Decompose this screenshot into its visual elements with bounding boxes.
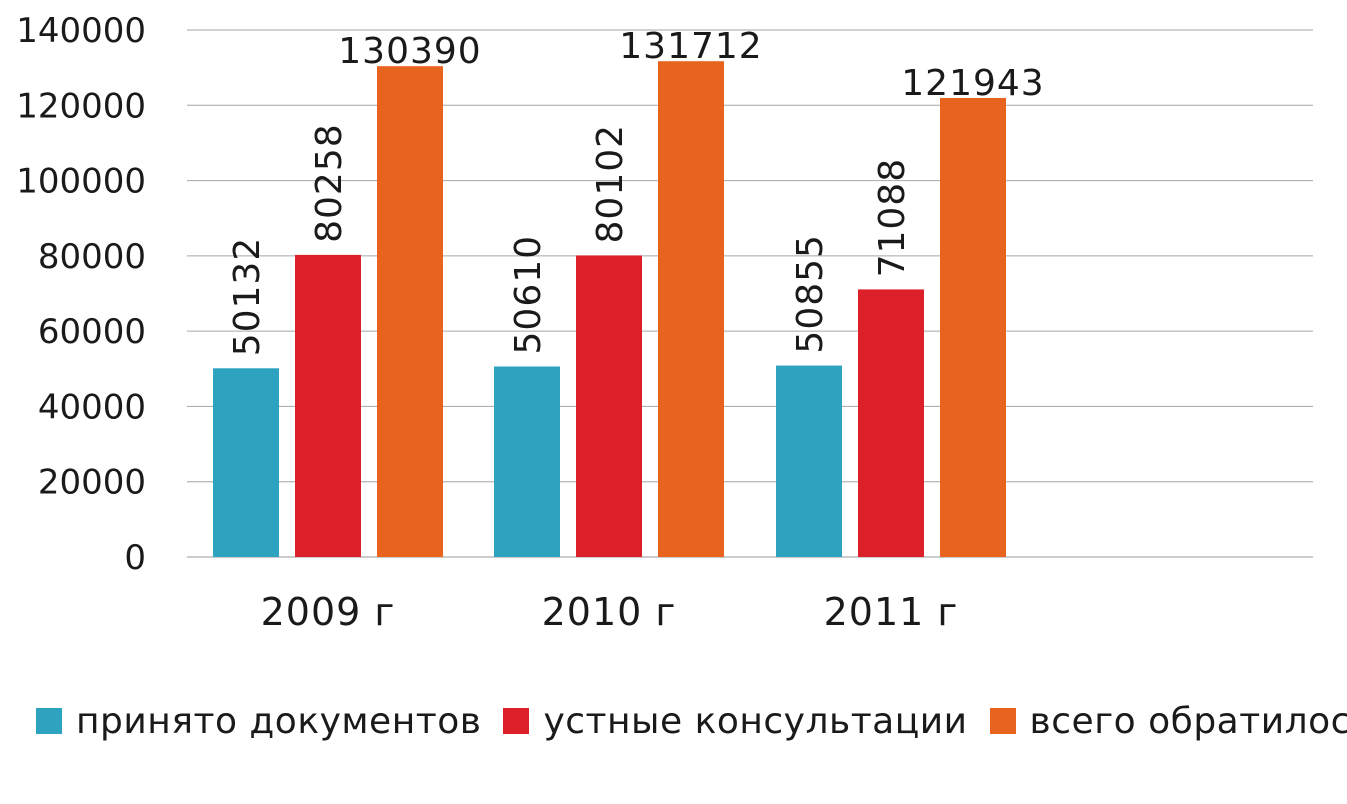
- legend-item: устные консультации: [503, 701, 967, 742]
- data-label: 50132: [227, 237, 268, 357]
- x-tick-label: 2010 г: [542, 590, 677, 634]
- data-label: 50855: [790, 234, 831, 354]
- legend-item: всего обратилось: [989, 700, 1347, 742]
- legend-item: принято документов: [36, 701, 481, 742]
- x-tick-label: 2011 г: [824, 590, 959, 634]
- data-label: 130390: [338, 31, 481, 72]
- legend-label: принято документов: [76, 700, 482, 742]
- data-labels: 50132 80258 130390 50610 80102 131712 50855 710…: [227, 26, 1044, 357]
- x-tick-label: 2009 г: [261, 590, 396, 634]
- data-label: 50610: [508, 235, 549, 355]
- legend-swatch: [503, 708, 530, 734]
- legend-label: устные консультации: [543, 700, 968, 742]
- data-label: 131712: [619, 26, 762, 67]
- bar: [494, 366, 560, 557]
- data-label: 71088: [872, 158, 913, 278]
- y-tick-label: 80000: [38, 237, 146, 277]
- legend-swatch: [989, 708, 1016, 734]
- bar: [940, 97, 1006, 557]
- y-tick-label: 60000: [38, 312, 146, 352]
- y-axis-ticks: 0 20000 40000 60000 80000 100000 120000 140000: [16, 11, 146, 578]
- y-tick-label: 0: [124, 538, 146, 578]
- y-tick-label: 100000: [16, 162, 146, 202]
- bars: [213, 61, 1006, 558]
- legend-label: всего обратилось: [1029, 700, 1347, 742]
- y-tick-label: 40000: [38, 387, 146, 427]
- grid-lines: [187, 29, 1313, 558]
- bar: [776, 365, 842, 557]
- bar: [858, 289, 924, 557]
- bar: [213, 368, 279, 557]
- y-tick-label: 20000: [38, 463, 146, 503]
- data-label: 80258: [309, 123, 350, 243]
- legend-swatch: [36, 708, 62, 734]
- x-axis-ticks: 2009 г 2010 г 2011 г: [261, 590, 959, 634]
- data-label: 80102: [590, 124, 631, 244]
- y-tick-label: 140000: [16, 11, 146, 51]
- bar: [295, 254, 361, 557]
- legend: принято документов устные консультации в…: [36, 697, 1347, 745]
- bar: [576, 255, 642, 557]
- bar: [658, 61, 724, 558]
- y-tick-label: 120000: [16, 86, 146, 126]
- data-label: 121943: [901, 63, 1044, 104]
- bar: [377, 66, 443, 557]
